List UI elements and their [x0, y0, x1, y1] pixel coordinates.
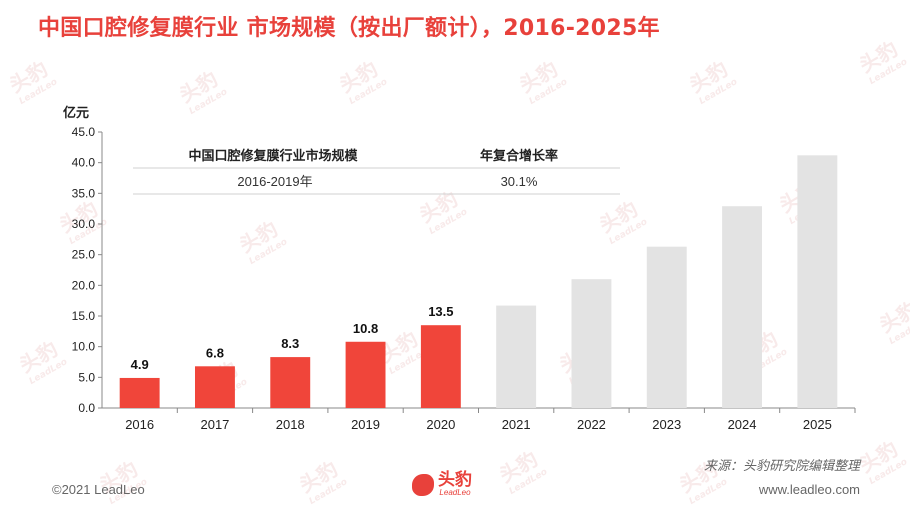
page-title: 中国口腔修复膜行业 市场规模（按出厂额计），2016-2025年 [38, 16, 660, 41]
table-cell-period: 2016-2019年 [237, 174, 312, 189]
x-tick-label: 2022 [577, 417, 606, 432]
x-tick-label: 2021 [502, 417, 531, 432]
x-tick-label: 2023 [652, 417, 681, 432]
cagr-table: 中国口腔修复膜行业市场规模 年复合增长率 2016-2019年 30.1% [133, 148, 620, 195]
y-tick-label: 15.0 [72, 309, 96, 323]
y-tick-label: 35.0 [72, 186, 96, 200]
y-tick-label: 25.0 [72, 248, 96, 262]
bar-2022 [571, 279, 612, 408]
y-tick-label: 10.0 [72, 340, 96, 354]
table-header-cagr: 年复合增长率 [480, 148, 558, 163]
y-tick-label: 40.0 [72, 156, 96, 170]
source-note: 来源：头豹研究院编辑整理 [703, 459, 860, 474]
data-label: 13.5 [428, 304, 453, 319]
copyright-text: ©2021 LeadLeo [52, 482, 145, 497]
bar-2017 [194, 366, 235, 408]
y-tick-label: 5.0 [78, 370, 95, 384]
y-tick-label: 20.0 [72, 278, 96, 292]
table-header-market: 中国口腔修复膜行业市场规模 [188, 148, 358, 163]
x-tick-label: 2016 [125, 417, 154, 432]
y-tick-label: 0.0 [78, 401, 95, 415]
x-tick-label: 2024 [728, 417, 757, 432]
data-label: 8.3 [281, 336, 299, 351]
bar-2023 [646, 246, 687, 408]
bar-2019 [345, 341, 386, 408]
table-cell-cagr: 30.1% [501, 174, 538, 189]
x-tick-label: 2018 [276, 417, 305, 432]
y-tick-label: 30.0 [72, 217, 96, 231]
leadleo-logo: 头豹 LeadLeo [412, 472, 472, 497]
logo-subtitle: LeadLeo [439, 488, 471, 497]
bar-2025 [797, 155, 838, 408]
data-label: 4.9 [131, 357, 149, 372]
data-label: 10.8 [353, 321, 378, 336]
y-tick-label: 45.0 [72, 125, 96, 139]
y-axis-unit-label: 亿元 [63, 105, 89, 120]
website-link[interactable]: www.leadleo.com [758, 482, 860, 497]
bar-series: 2016 4.9 2017 6.8 2018 8.3 2019 10.8 2020 13.5 202… [119, 155, 856, 432]
bar-2020 [420, 325, 461, 408]
y-axis: 0.0 5.0 10.0 15.0 20.0 25.0 30.0 35.0 40.0 45.0 [72, 125, 855, 415]
bar-2016 [119, 377, 160, 408]
x-tick-label: 2020 [426, 417, 455, 432]
bar-2021 [496, 305, 537, 408]
bar-2024 [722, 206, 763, 408]
x-tick-label: 2025 [803, 417, 832, 432]
data-label: 6.8 [206, 345, 224, 360]
x-tick-label: 2019 [351, 417, 380, 432]
bar-2018 [270, 357, 311, 408]
x-tick-label: 2017 [200, 417, 229, 432]
logo-name: 头豹 [438, 470, 472, 490]
leopard-icon [412, 473, 434, 496]
